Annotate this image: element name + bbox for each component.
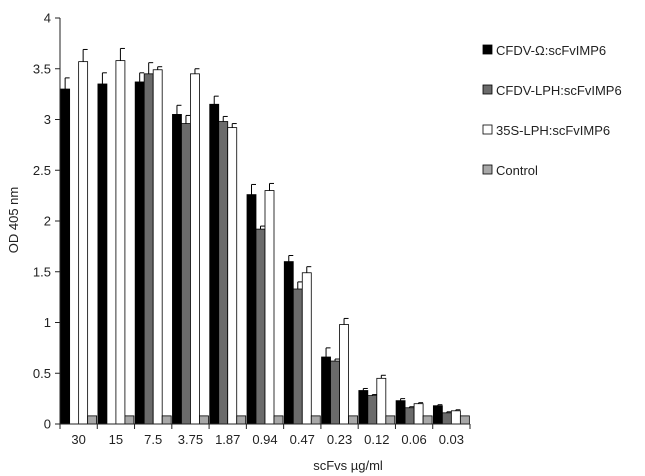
legend: CFDV-Ω:scFvIMP6 CFDV-LPH:scFvIMP6 35S-LPH:… [482, 43, 622, 178]
x-tick-label: 30 [71, 432, 85, 447]
bar-series-3-cat-7 [348, 415, 358, 425]
bar-series-0-cat-0 [60, 88, 71, 425]
bar-series-3-cat-3 [199, 415, 209, 425]
bar-series-2-cat-2 [152, 69, 163, 425]
legend-swatch [482, 124, 493, 135]
bar-series-3-cat-8 [385, 415, 396, 425]
bar-series-2-cat-10 [450, 410, 461, 425]
bar-series-3-cat-9 [422, 415, 433, 425]
bar-series-2-cat-1 [115, 60, 126, 425]
y-tick-label: 0 [44, 417, 51, 432]
y-tick-label: 1 [44, 315, 51, 330]
bar-series-3-cat-0 [87, 415, 98, 425]
bar-series-1-cat-5 [255, 228, 266, 425]
bar-series-0-cat-5 [246, 194, 257, 425]
bar-series-0-cat-3 [172, 114, 182, 425]
bar-series-0-cat-6 [283, 261, 294, 425]
bar-series-1-cat-4 [218, 121, 229, 425]
bar-series-0-cat-2 [134, 81, 145, 425]
y-tick-label: 0.5 [33, 366, 51, 381]
bar-series-0-cat-4 [209, 103, 220, 425]
bar-series-1-cat-8 [367, 395, 378, 425]
bar-series-2-cat-0 [78, 61, 89, 425]
y-tick-label: 2.5 [33, 163, 51, 178]
bar-series-2-cat-3 [190, 73, 200, 425]
bar-series-2-cat-5 [264, 190, 275, 425]
x-tick-label: 3.75 [178, 432, 203, 447]
bar-series-3-cat-10 [459, 415, 470, 425]
legend-label: CFDV-Ω:scFvIMP6 [496, 43, 606, 58]
error-bars-layer [64, 47, 461, 413]
legend-label: Control [496, 163, 538, 178]
x-tick-label: 0.47 [290, 432, 315, 447]
bar-series-2-cat-9 [413, 403, 424, 425]
bar-series-1-cat-9 [404, 407, 415, 425]
bar-series-2-cat-8 [376, 377, 387, 425]
legend-swatch [482, 44, 493, 55]
y-tick-label: 1.5 [33, 264, 51, 279]
bar-series-2-cat-7 [339, 324, 349, 425]
x-tick-label: 0.23 [327, 432, 352, 447]
x-axis-title: scFvs µg/ml [313, 458, 383, 473]
x-tick-label: 0.12 [364, 432, 389, 447]
bar-series-1-cat-10 [441, 412, 452, 425]
legend-swatch [482, 164, 493, 175]
bar-series-0-cat-1 [97, 83, 108, 425]
x-tick-label: 0.03 [439, 432, 464, 447]
legend-label: 35S-LPH:scFvIMP6 [496, 123, 610, 138]
x-axis-ticks: 30 15 7.5 3.75 1.87 0.94 0.47 0.23 0.12 0.06 0.03 [59, 424, 471, 447]
y-tick-label: 4 [44, 11, 51, 26]
bar-series-3-cat-6 [310, 415, 321, 425]
bar-series-1-cat-3 [181, 123, 191, 425]
x-tick-label: 0.06 [401, 432, 426, 447]
bar-series-1-cat-6 [292, 288, 303, 425]
legend-swatch [482, 84, 493, 95]
bar-series-3-cat-2 [161, 415, 172, 425]
bars-layer [60, 60, 470, 425]
bar-series-0-cat-9 [395, 400, 406, 425]
bar-series-2-cat-6 [301, 272, 312, 425]
bar-series-3-cat-1 [124, 415, 135, 425]
bar-series-2-cat-4 [227, 127, 238, 425]
bar-series-0-cat-7 [321, 356, 331, 425]
bar-series-0-cat-10 [432, 405, 443, 425]
bar-series-1-cat-7 [330, 360, 340, 425]
bar-series-1-cat-2 [143, 73, 154, 425]
y-tick-label: 3 [44, 112, 51, 127]
x-tick-label: 7.5 [144, 432, 162, 447]
bar-series-3-cat-5 [273, 415, 284, 425]
bar-series-3-cat-4 [236, 415, 247, 425]
bar-series-0-cat-8 [358, 390, 369, 425]
x-tick-label: 15 [109, 432, 123, 447]
legend-label: CFDV-LPH:scFvIMP6 [496, 83, 622, 98]
x-tick-label: 0.94 [252, 432, 277, 447]
y-axis-title: OD 405 nm [6, 187, 21, 253]
y-tick-label: 3.5 [33, 61, 51, 76]
x-tick-label: 1.87 [215, 432, 240, 447]
y-axis-ticks: 0 0.5 1 1.5 2 2.5 3 3.5 4 [33, 11, 60, 432]
y-tick-label: 2 [44, 214, 51, 229]
